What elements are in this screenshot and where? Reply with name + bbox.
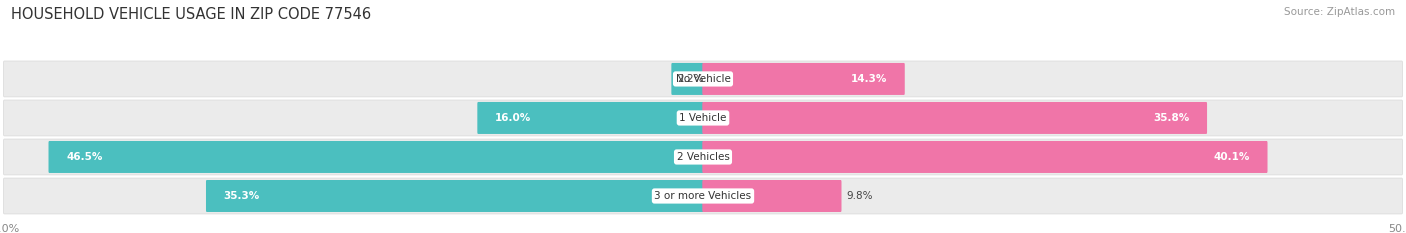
FancyBboxPatch shape xyxy=(672,63,704,95)
Text: 35.3%: 35.3% xyxy=(224,191,260,201)
FancyBboxPatch shape xyxy=(703,180,841,212)
FancyBboxPatch shape xyxy=(703,63,905,95)
FancyBboxPatch shape xyxy=(3,61,1403,97)
FancyBboxPatch shape xyxy=(703,141,1268,173)
Text: 1 Vehicle: 1 Vehicle xyxy=(679,113,727,123)
Text: Source: ZipAtlas.com: Source: ZipAtlas.com xyxy=(1284,7,1395,17)
Text: 2.2%: 2.2% xyxy=(678,74,704,84)
FancyBboxPatch shape xyxy=(703,102,1206,134)
Text: 14.3%: 14.3% xyxy=(851,74,887,84)
FancyBboxPatch shape xyxy=(207,180,704,212)
Text: 9.8%: 9.8% xyxy=(846,191,873,201)
Text: 3 or more Vehicles: 3 or more Vehicles xyxy=(654,191,752,201)
FancyBboxPatch shape xyxy=(3,139,1403,175)
FancyBboxPatch shape xyxy=(49,141,704,173)
Text: 40.1%: 40.1% xyxy=(1213,152,1250,162)
FancyBboxPatch shape xyxy=(3,100,1403,136)
Text: HOUSEHOLD VEHICLE USAGE IN ZIP CODE 77546: HOUSEHOLD VEHICLE USAGE IN ZIP CODE 7754… xyxy=(11,7,371,22)
FancyBboxPatch shape xyxy=(478,102,704,134)
FancyBboxPatch shape xyxy=(3,178,1403,214)
Text: 16.0%: 16.0% xyxy=(495,113,531,123)
Text: 46.5%: 46.5% xyxy=(66,152,103,162)
Text: 2 Vehicles: 2 Vehicles xyxy=(676,152,730,162)
Text: 35.8%: 35.8% xyxy=(1153,113,1189,123)
Text: No Vehicle: No Vehicle xyxy=(675,74,731,84)
